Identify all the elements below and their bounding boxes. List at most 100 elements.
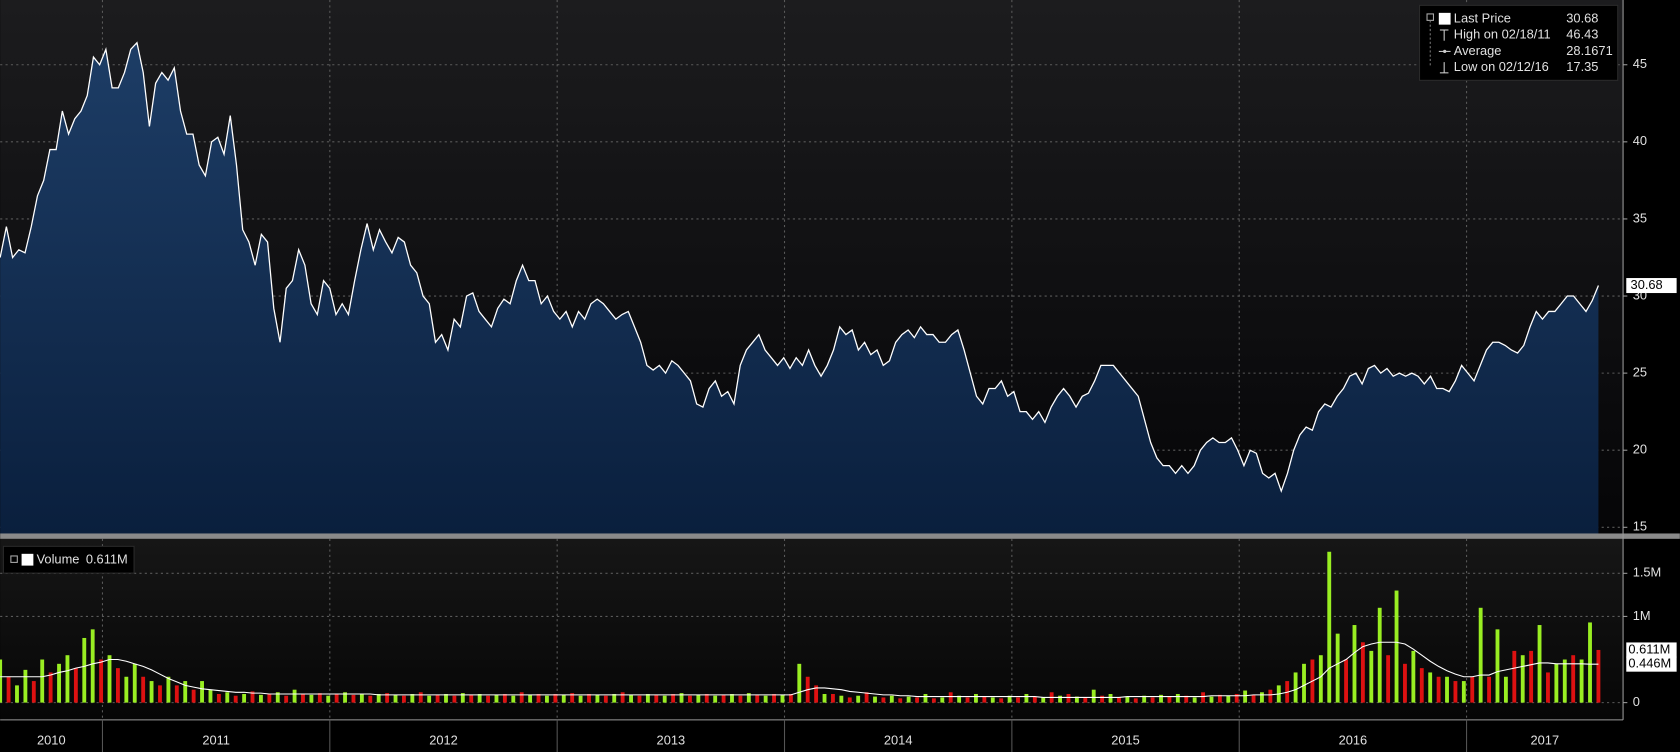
volume-bar — [1066, 694, 1071, 703]
volume-bar — [0, 659, 3, 703]
x-tick-label: 2014 — [884, 733, 913, 748]
volume-bar — [1554, 663, 1559, 703]
volume-bar — [435, 694, 440, 703]
volume-bar — [763, 695, 768, 703]
volume-bar — [1352, 625, 1357, 703]
volume-bar — [166, 676, 171, 703]
volume-bar — [1562, 659, 1567, 703]
volume-bar — [107, 655, 112, 703]
volume-bar — [1445, 676, 1449, 703]
volume-bar — [940, 697, 945, 703]
volume-bar — [957, 695, 962, 703]
volume-bar — [40, 659, 45, 703]
volume-bar — [620, 692, 625, 703]
volume-bar — [856, 695, 861, 703]
x-tick-label: 2016 — [1339, 733, 1368, 748]
volume-bar — [511, 695, 516, 703]
volume-bar — [115, 668, 120, 703]
legend-value: 30.68 — [1566, 11, 1598, 26]
last-volume-box — [1626, 642, 1677, 658]
volume-bar — [301, 694, 305, 703]
price-legend: Last Price 30.68 High on 02/18/11 46.43 … — [1418, 4, 1619, 81]
volume-bar — [502, 694, 507, 703]
volume-bar — [1335, 633, 1340, 703]
volume-bar — [141, 676, 146, 703]
volume-bar — [292, 689, 297, 703]
volume-bar — [494, 694, 499, 703]
volume-bar — [149, 681, 154, 703]
volume-bar — [746, 693, 751, 703]
volume-bar — [309, 694, 314, 703]
volume-bar — [1175, 694, 1180, 703]
volume-bar — [612, 694, 617, 703]
volume-bar — [1495, 629, 1500, 703]
volume-bar — [780, 694, 785, 703]
volume-bar — [1184, 695, 1189, 703]
volume-bar — [1377, 607, 1382, 703]
volume-bar — [99, 659, 104, 703]
volume-bar — [1041, 697, 1046, 703]
volume-bar — [1133, 698, 1138, 703]
volume-bar — [662, 695, 667, 703]
volume-bar — [1546, 672, 1550, 703]
volume-bar — [1293, 672, 1298, 703]
volume-bar — [1419, 668, 1424, 703]
volume-bar — [906, 696, 911, 703]
volume-bar — [216, 694, 221, 703]
volume-bar — [839, 695, 844, 703]
panel-separator — [0, 533, 1680, 539]
legend-label: Average — [1454, 43, 1502, 58]
volume-bar — [847, 697, 852, 703]
volume-bar — [570, 693, 575, 703]
volume-bar — [385, 693, 390, 703]
volume-bar — [931, 698, 936, 703]
volume-bar — [1117, 697, 1121, 703]
volume-bar — [1074, 696, 1079, 703]
volume-bar — [259, 694, 263, 703]
x-tick-label: 2015 — [1111, 733, 1140, 748]
volume-bar — [23, 669, 28, 703]
volume-bar — [1503, 676, 1508, 703]
x-tick-label: 2010 — [37, 733, 66, 748]
volume-bar — [427, 695, 432, 703]
volume-bar — [721, 694, 726, 703]
volume-legend: Volume 0.611M — [2, 545, 135, 574]
volume-bar — [730, 694, 734, 703]
y-tick-label: 1.5M — [1633, 565, 1662, 580]
volume-bar — [469, 694, 474, 703]
last-volume-label: 0.611M — [1628, 641, 1670, 656]
volume-bar — [1453, 681, 1458, 703]
volume-bar — [124, 676, 129, 703]
volume-bar — [1360, 642, 1365, 703]
volume-bar — [284, 695, 289, 703]
volume-bar — [1478, 607, 1483, 703]
volume-bar — [536, 694, 541, 703]
volume-bar — [1243, 690, 1248, 703]
volume-bar — [1344, 659, 1348, 703]
volume-bar — [704, 694, 709, 703]
volume-bar — [1192, 697, 1197, 703]
volume-bar — [1100, 695, 1105, 703]
volume-bar — [1403, 663, 1407, 703]
x-tick-label: 2011 — [202, 733, 230, 748]
y-tick-label: 15 — [1633, 519, 1647, 534]
volume-bar — [444, 694, 448, 703]
legend-value: 28.1671 — [1566, 43, 1612, 58]
volume-bar — [1083, 697, 1088, 703]
volume-bar — [1394, 590, 1399, 703]
legend-label: Last Price — [1454, 11, 1511, 26]
volume-bar — [393, 694, 398, 703]
volume-bar — [326, 695, 331, 703]
volume-bar — [595, 694, 600, 703]
volume-bar — [553, 694, 558, 703]
volume-bar — [82, 637, 87, 703]
volume-bar — [1512, 650, 1517, 703]
volume-bar — [1209, 696, 1214, 703]
volume-bar — [671, 694, 676, 703]
volume-bar — [889, 695, 894, 703]
volume-bar — [65, 655, 70, 703]
volume-bar — [561, 694, 566, 703]
volume-bar — [1217, 694, 1222, 703]
volume-bar — [1327, 551, 1332, 703]
volume-bar — [814, 685, 819, 703]
